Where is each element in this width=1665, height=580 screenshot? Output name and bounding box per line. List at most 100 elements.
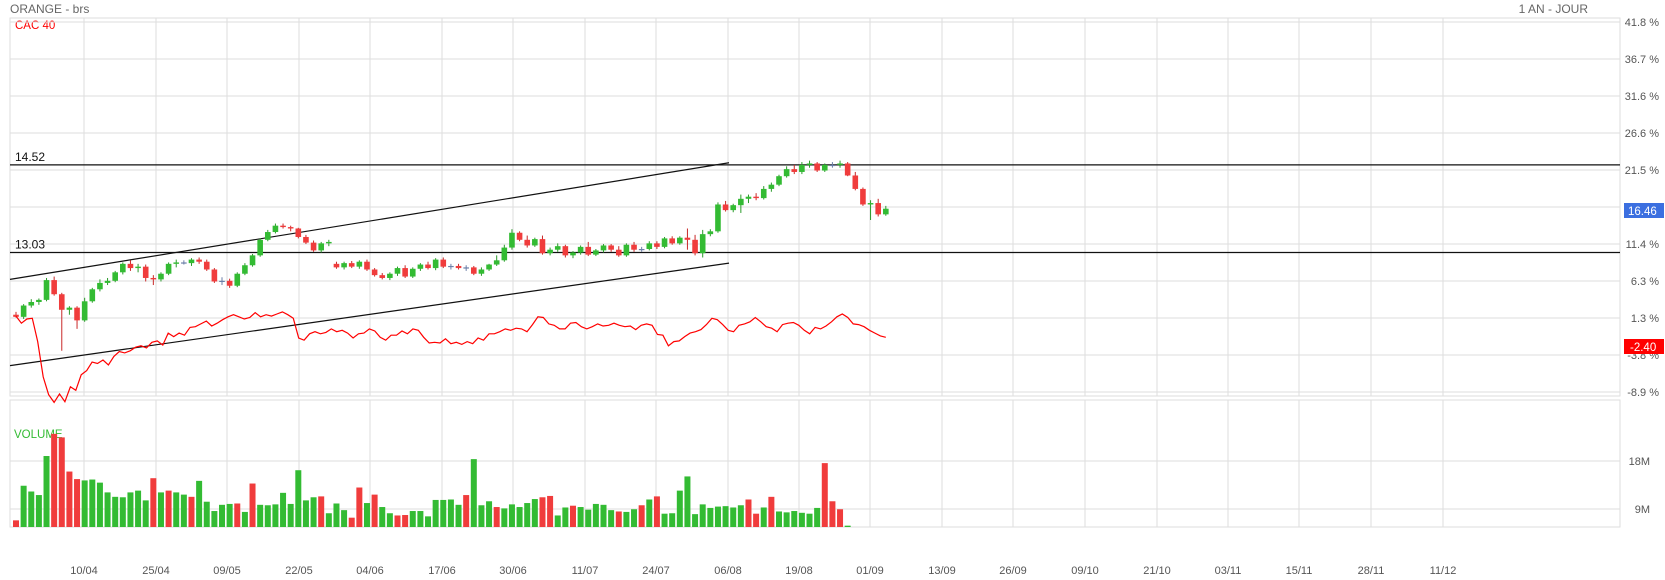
- candle: [120, 262, 126, 275]
- candle: [791, 164, 798, 175]
- candle: [760, 186, 767, 200]
- candle-body: [58, 294, 65, 310]
- candle: [547, 247, 553, 256]
- volume-tick-label: 9M: [1635, 504, 1650, 516]
- grid: [9, 17, 1621, 528]
- candle: [669, 236, 675, 245]
- volume-bar: [142, 500, 149, 527]
- candle-body: [97, 282, 103, 290]
- candle-body: [326, 241, 332, 244]
- volume-bar: [180, 494, 187, 527]
- candle: [150, 275, 157, 286]
- candle-body: [600, 245, 607, 251]
- volume-bar: [58, 437, 65, 527]
- x-tick-label: 04/06: [356, 565, 384, 577]
- volume-bar: [386, 513, 393, 527]
- y-tick-label: 6.3 %: [1631, 276, 1659, 288]
- candle: [852, 171, 859, 191]
- candle-body: [486, 264, 492, 270]
- candle-body: [272, 225, 279, 233]
- volume-bar: [562, 507, 569, 527]
- candle-body: [608, 245, 614, 250]
- volume-bar: [402, 515, 409, 527]
- candle: [333, 261, 340, 269]
- volume-bar: [638, 505, 645, 527]
- candle-body: [43, 280, 50, 300]
- volume-bar: [699, 504, 706, 527]
- trendlines: [9, 162, 730, 367]
- candle: [516, 231, 523, 242]
- volume-bar: [363, 503, 370, 527]
- candle: [364, 259, 370, 271]
- candle-body: [730, 205, 737, 211]
- candle: [158, 272, 164, 282]
- candle-body: [570, 252, 576, 256]
- candle: [715, 202, 721, 233]
- candle: [806, 160, 813, 168]
- x-tick-label: 22/05: [285, 565, 313, 577]
- candle-body: [692, 239, 698, 254]
- volume-bar: [20, 485, 27, 527]
- volume-bar: [554, 515, 561, 527]
- candle-body: [234, 273, 241, 286]
- candle-body: [440, 259, 447, 267]
- x-tick-label: 09/10: [1071, 565, 1099, 577]
- candle: [638, 246, 645, 252]
- candle: [768, 182, 775, 192]
- volume-bar: [226, 503, 233, 527]
- x-tick-label: 26/09: [999, 565, 1027, 577]
- candle-body: [203, 261, 210, 270]
- volume-bar: [737, 505, 744, 527]
- candle: [501, 244, 508, 262]
- volume-bar: [676, 490, 683, 527]
- volume-bar: [608, 510, 615, 527]
- candle-body: [364, 261, 370, 270]
- candle: [875, 198, 881, 217]
- volume-bar: [714, 506, 721, 527]
- candle: [539, 235, 546, 255]
- candle-body: [112, 272, 118, 281]
- candle-body: [684, 237, 691, 240]
- candle: [509, 229, 515, 250]
- volume-bar: [478, 505, 485, 527]
- candle: [341, 261, 347, 270]
- volume-bar: [264, 505, 271, 527]
- volume-bar: [81, 480, 88, 527]
- volume-bar: [684, 476, 691, 527]
- candle-body: [371, 269, 378, 276]
- volume-bar: [661, 513, 668, 527]
- candle-body: [432, 259, 439, 269]
- volume-bar: [371, 494, 378, 527]
- volume-bar: [631, 509, 638, 527]
- candle: [135, 263, 141, 273]
- candle-body: [394, 268, 401, 274]
- candle: [272, 223, 279, 234]
- volume-bar: [798, 512, 805, 527]
- candle: [783, 166, 790, 178]
- candle-body: [188, 259, 195, 264]
- volume-bar: [379, 507, 386, 527]
- candle-body: [852, 175, 859, 189]
- candle: [379, 273, 386, 280]
- candle: [425, 261, 431, 270]
- volume-bar: [280, 492, 287, 527]
- candle-body: [791, 169, 798, 172]
- candle-body: [715, 204, 721, 232]
- candle: [799, 162, 805, 175]
- candle: [409, 267, 416, 278]
- candle-body: [631, 244, 637, 250]
- candle-body: [150, 277, 157, 280]
- volume-bar: [791, 511, 798, 527]
- candle: [219, 277, 225, 286]
- candle: [646, 241, 653, 251]
- volume-bar: [569, 505, 576, 527]
- candle-body: [860, 188, 866, 205]
- volume-bar: [150, 478, 157, 527]
- y-tick-label: 26.6 %: [1625, 128, 1659, 140]
- volume-bar: [425, 516, 432, 527]
- candle: [684, 228, 691, 250]
- candle: [310, 240, 317, 252]
- candle: [196, 257, 202, 264]
- period-label[interactable]: 1 AN - JOUR: [1519, 2, 1589, 16]
